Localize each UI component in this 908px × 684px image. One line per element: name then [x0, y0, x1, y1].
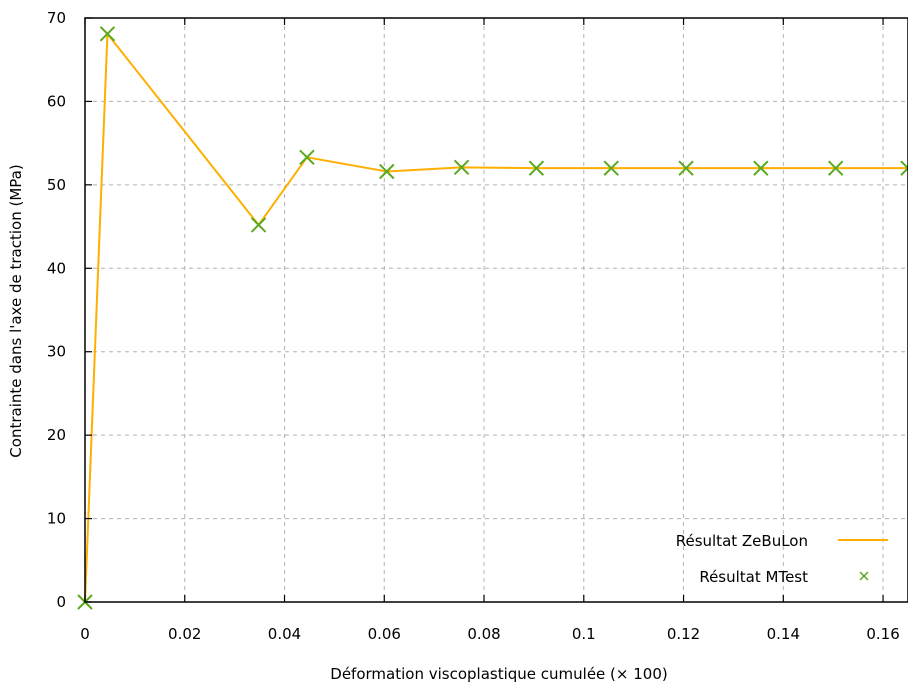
legend: Résultat ZeBuLon Résultat MTest — [676, 532, 888, 586]
y-tick-label: 0 — [56, 593, 66, 611]
axis-ticks — [84, 17, 884, 603]
x-tick-label: 0.08 — [467, 625, 500, 643]
x-tick-label: 0.1 — [572, 625, 596, 643]
y-tick-label: 60 — [47, 92, 66, 110]
legend-swatch-mtest — [859, 571, 869, 581]
y-tick-label: 40 — [47, 259, 66, 277]
mtest-point-marker — [528, 160, 545, 176]
mtest-point-marker — [250, 217, 267, 233]
y-tick-label: 30 — [47, 343, 66, 361]
mtest-point-marker — [753, 160, 769, 176]
legend-label-mtest: Résultat MTest — [699, 568, 808, 586]
legend-label-zebulon: Résultat ZeBuLon — [676, 532, 808, 550]
grid — [85, 18, 908, 602]
y-tick-label: 70 — [47, 9, 66, 27]
x-tick-label: 0 — [80, 625, 90, 643]
mtest-point-marker — [99, 26, 116, 42]
y-axis-label: Contrainte dans l'axe de traction (MPa) — [7, 164, 25, 457]
mtest-point-marker — [603, 160, 619, 176]
x-tick-label: 0.16 — [866, 625, 899, 643]
plot-frame — [84, 17, 908, 603]
y-tick-label: 10 — [47, 510, 66, 528]
x-tick-label: 0.06 — [368, 625, 401, 643]
y-tick-label: 20 — [47, 426, 66, 444]
mtest-point-marker — [299, 149, 315, 166]
plot-series — [77, 26, 908, 610]
mtest-point-marker — [453, 159, 470, 176]
x-axis-label: Déformation viscoplastique cumulée (× 10… — [330, 665, 667, 683]
mtest-point-marker — [379, 163, 395, 180]
x-tick-label: 0.04 — [268, 625, 301, 643]
tick-labels: 0 0.02 0.04 0.06 0.08 0.1 0.12 0.14 0.16 0 10 20 30 4… — [47, 9, 900, 643]
x-tick-label: 0.12 — [667, 625, 700, 643]
mtest-point-marker — [678, 160, 694, 176]
x-tick-label: 0.02 — [168, 625, 201, 643]
series-line-zebulon — [84, 32, 908, 603]
x-tick-label: 0.14 — [767, 625, 800, 643]
mtest-point-marker — [827, 160, 844, 176]
mtest-point-marker — [900, 160, 908, 176]
y-tick-label: 50 — [47, 176, 66, 194]
